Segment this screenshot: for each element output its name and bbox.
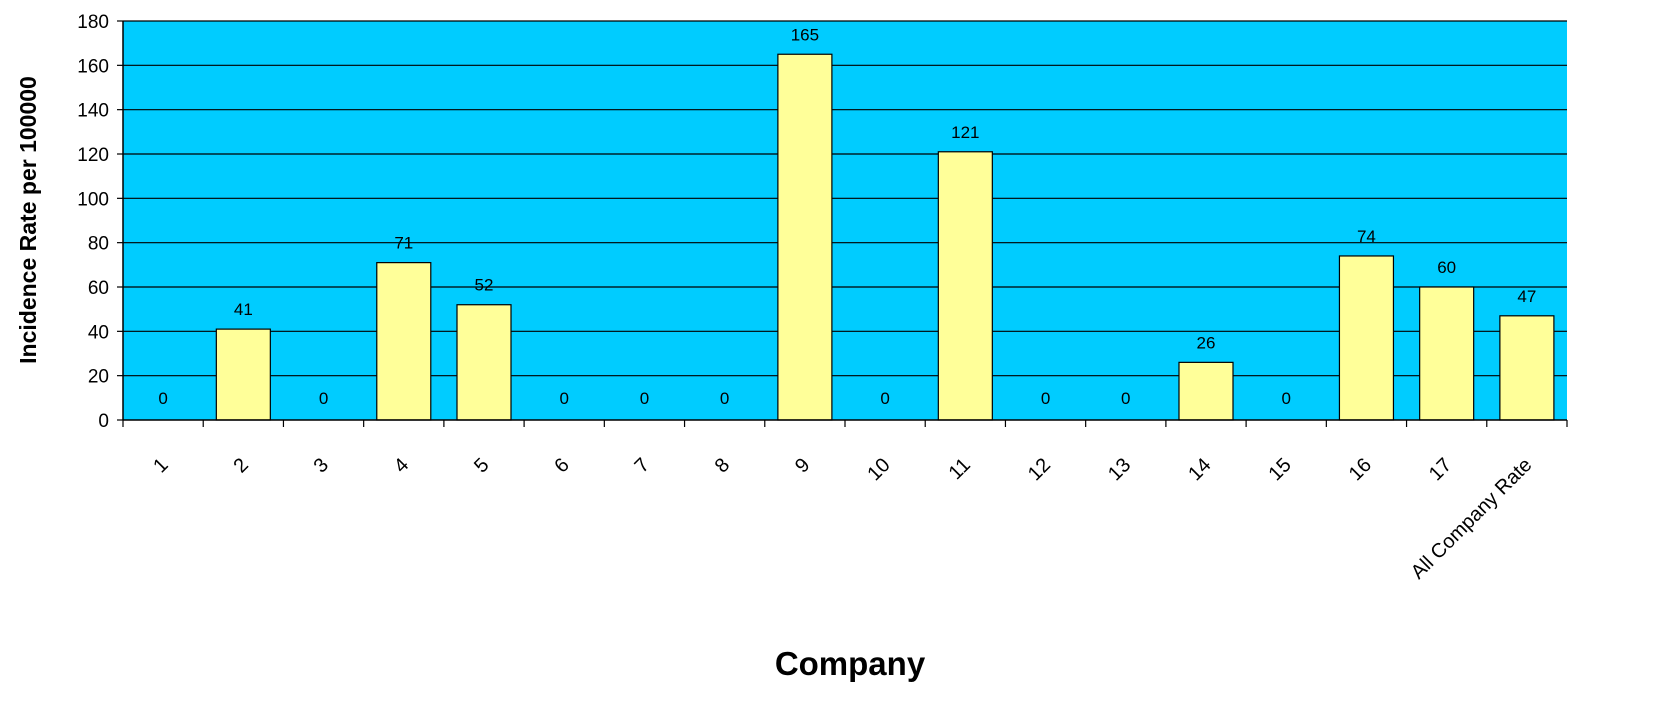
x-tick-label: 9 — [791, 454, 814, 477]
data-label: 0 — [1281, 389, 1290, 408]
data-label: 0 — [158, 389, 167, 408]
bar — [456, 304, 512, 421]
data-label: 165 — [791, 25, 819, 44]
x-tick-label: 11 — [945, 454, 975, 484]
y-tick-label: 0 — [98, 411, 109, 432]
bar — [215, 328, 271, 421]
data-labels: 0 41 0 71 52 0 0 0 165 0 121 0 0 26 0 74 60 47 — [158, 25, 1536, 408]
data-label: 0 — [640, 389, 649, 408]
axes — [117, 20, 1568, 427]
data-label: 0 — [720, 389, 729, 408]
data-label: 74 — [1357, 227, 1376, 246]
data-label: 47 — [1517, 287, 1536, 306]
x-tick-label: 3 — [310, 454, 333, 477]
bars — [215, 53, 1555, 421]
y-tick-label: 60 — [88, 278, 109, 299]
data-label: 0 — [559, 389, 568, 408]
y-axis-title: Incidence Rate per 100000 — [15, 76, 41, 364]
bar — [1178, 361, 1234, 421]
data-label: 52 — [475, 276, 494, 295]
x-tick-label: 16 — [1345, 454, 1376, 485]
y-tick-label: 100 — [77, 189, 109, 210]
x-tick-label: 13 — [1104, 454, 1135, 485]
bar — [376, 262, 432, 421]
data-label: 121 — [951, 123, 979, 142]
y-tick-label: 20 — [88, 367, 109, 388]
bar — [937, 151, 993, 421]
x-tick-label: 5 — [470, 454, 493, 477]
y-tick-label: 140 — [77, 101, 109, 122]
x-tick-label: 17 — [1425, 454, 1456, 485]
x-tick-label: 2 — [229, 454, 252, 477]
x-tick-label: 7 — [631, 454, 654, 477]
y-tick-label: 40 — [88, 322, 109, 343]
data-label: 0 — [319, 389, 328, 408]
data-label: 0 — [1121, 389, 1130, 408]
data-label: 0 — [880, 389, 889, 408]
x-tick-label: 4 — [390, 454, 413, 477]
y-tick-label: 120 — [77, 145, 109, 166]
x-axis-title: Company — [775, 645, 926, 682]
data-label: 41 — [234, 300, 253, 319]
y-tick-label: 160 — [77, 56, 109, 77]
data-label: 60 — [1437, 258, 1456, 277]
data-label: 71 — [394, 234, 413, 253]
data-label: 26 — [1197, 333, 1216, 352]
x-tick-label: All Company Rate — [1407, 454, 1537, 584]
y-tick-label: 180 — [77, 12, 109, 33]
bar — [1499, 315, 1555, 421]
y-tick-labels: 0 20 40 60 80 100 120 140 160 180 — [77, 12, 109, 432]
x-tick-label: 10 — [863, 454, 894, 485]
x-tick-label: 14 — [1184, 454, 1215, 485]
gridlines — [123, 20, 1567, 377]
x-tick-label: 6 — [550, 454, 573, 477]
bar — [1419, 286, 1475, 421]
data-label: 0 — [1041, 389, 1050, 408]
x-tick-label: 1 — [149, 454, 172, 477]
x-tick-label: 12 — [1024, 454, 1055, 485]
bar — [777, 53, 833, 421]
bar — [1338, 255, 1395, 421]
x-tick-label: 8 — [711, 454, 734, 477]
x-tick-label: 15 — [1264, 454, 1295, 485]
plot-area — [123, 21, 1567, 420]
y-tick-label: 80 — [88, 234, 109, 255]
